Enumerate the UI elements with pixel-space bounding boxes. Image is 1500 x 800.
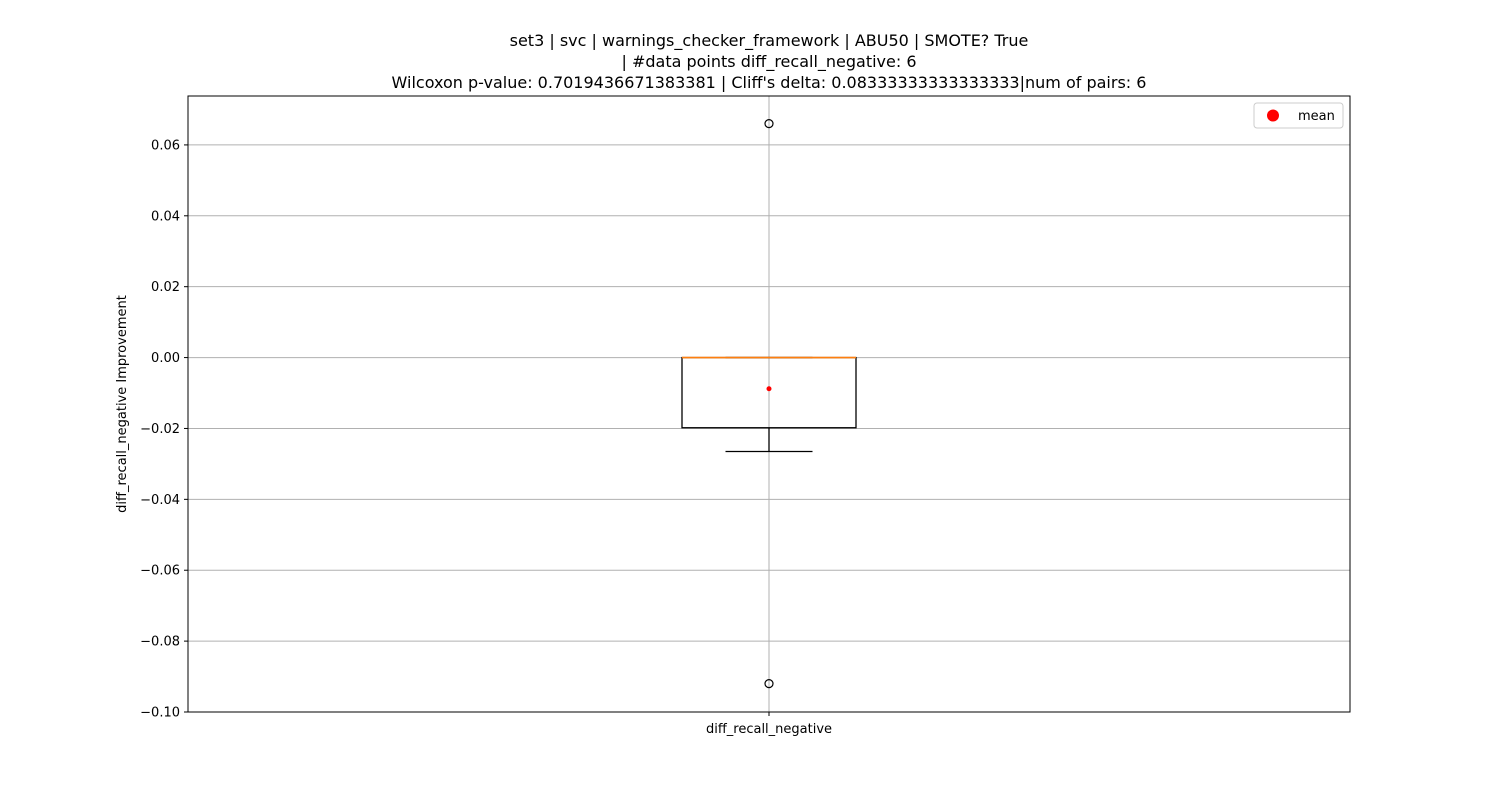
y-tick-label: −0.08	[140, 635, 180, 650]
y-tick-label: 0.04	[151, 209, 180, 224]
y-tick-label: −0.04	[140, 493, 180, 508]
box-outlier	[764, 119, 774, 129]
y-tick-label: −0.02	[140, 422, 180, 437]
legend-mean-label: mean	[1298, 109, 1335, 124]
x-axis-ticks: diff_recall_negative	[706, 712, 832, 737]
y-tick-label: 0.02	[151, 280, 180, 295]
legend-mean-marker	[1267, 109, 1279, 122]
plot-frame	[187, 95, 1351, 713]
chart-title-line-2: | #data points diff_recall_negative: 6	[621, 52, 916, 72]
legend-frame	[1253, 102, 1344, 129]
chart-title-line-3: Wilcoxon p-value: 0.7019436671383381 | C…	[392, 73, 1147, 92]
y-tick-label: 0.06	[151, 138, 180, 153]
grid	[188, 96, 1350, 713]
box-plot	[681, 119, 857, 689]
legend: mean	[1253, 102, 1344, 129]
chart-title: set3 | svc | warnings_checker_framework …	[392, 31, 1147, 92]
x-tick-label: diff_recall_negative	[706, 722, 832, 737]
y-axis-ticks: 0.06 0.04 0.02 0.00 −0.02 −0.04 −0.06 −0.08 −0.1…	[140, 138, 188, 721]
y-tick-label: −0.06	[140, 564, 180, 579]
y-tick-label: 0.00	[151, 351, 180, 366]
box-outlier	[764, 679, 774, 689]
box-mean-marker	[766, 386, 772, 392]
chart-title-line-1: set3 | svc | warnings_checker_framework …	[510, 31, 1029, 51]
y-axis-label: diff_recall_negative Improvement	[115, 295, 130, 513]
y-tick-label: −0.10	[140, 706, 180, 721]
